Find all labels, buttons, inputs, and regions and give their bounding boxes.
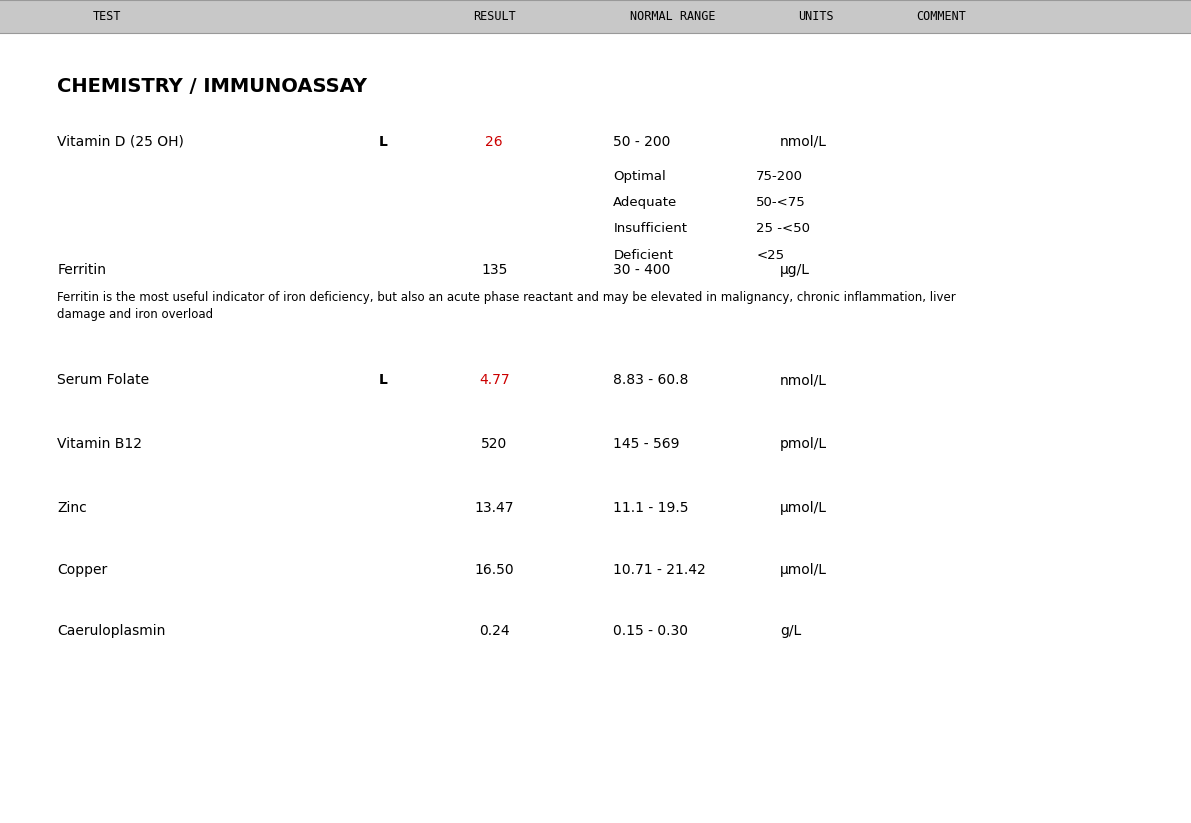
Text: Ferritin is the most useful indicator of iron deficiency, but also an acute phas: Ferritin is the most useful indicator of… [57, 291, 956, 320]
Text: 50-<75: 50-<75 [756, 196, 806, 209]
Text: RESULT: RESULT [473, 10, 516, 23]
Text: 0.24: 0.24 [479, 624, 510, 639]
Text: Serum Folate: Serum Folate [57, 373, 149, 388]
Text: NORMAL RANGE: NORMAL RANGE [630, 10, 716, 23]
Text: 4.77: 4.77 [479, 373, 510, 388]
Text: 135: 135 [481, 263, 507, 277]
Text: 0.15 - 0.30: 0.15 - 0.30 [613, 624, 688, 639]
Text: nmol/L: nmol/L [780, 373, 827, 388]
Text: 8.83 - 60.8: 8.83 - 60.8 [613, 373, 688, 388]
Text: nmol/L: nmol/L [780, 134, 827, 149]
Text: Caeruloplasmin: Caeruloplasmin [57, 624, 166, 639]
Text: Vitamin D (25 OH): Vitamin D (25 OH) [57, 134, 185, 149]
Text: μmol/L: μmol/L [780, 562, 827, 577]
Text: Deficient: Deficient [613, 249, 673, 262]
Text: 26: 26 [486, 134, 503, 149]
Text: μmol/L: μmol/L [780, 500, 827, 515]
Text: CHEMISTRY / IMMUNOASSAY: CHEMISTRY / IMMUNOASSAY [57, 77, 367, 96]
Text: Ferritin: Ferritin [57, 263, 106, 277]
Text: Insufficient: Insufficient [613, 222, 687, 235]
Text: 75-200: 75-200 [756, 170, 803, 183]
Text: 50 - 200: 50 - 200 [613, 134, 671, 149]
Text: L: L [379, 373, 387, 388]
Text: μg/L: μg/L [780, 263, 810, 277]
Text: UNITS: UNITS [798, 10, 834, 23]
Text: 11.1 - 19.5: 11.1 - 19.5 [613, 500, 688, 515]
Text: Optimal: Optimal [613, 170, 666, 183]
Text: 13.47: 13.47 [474, 500, 515, 515]
Text: Vitamin B12: Vitamin B12 [57, 437, 142, 452]
Text: <25: <25 [756, 249, 785, 262]
Text: COMMENT: COMMENT [916, 10, 966, 23]
Bar [0, 0, 1191, 33]
Text: TEST: TEST [93, 10, 121, 23]
Text: Adequate: Adequate [613, 196, 678, 209]
Text: Copper: Copper [57, 562, 107, 577]
Text: 145 - 569: 145 - 569 [613, 437, 680, 452]
Text: Zinc: Zinc [57, 500, 87, 515]
Text: 10.71 - 21.42: 10.71 - 21.42 [613, 562, 706, 577]
Text: g/L: g/L [780, 624, 802, 639]
Text: 25 -<50: 25 -<50 [756, 222, 810, 235]
Text: L: L [379, 134, 387, 149]
Text: 520: 520 [481, 437, 507, 452]
Text: 30 - 400: 30 - 400 [613, 263, 671, 277]
Text: 16.50: 16.50 [474, 562, 515, 577]
Text: pmol/L: pmol/L [780, 437, 828, 452]
